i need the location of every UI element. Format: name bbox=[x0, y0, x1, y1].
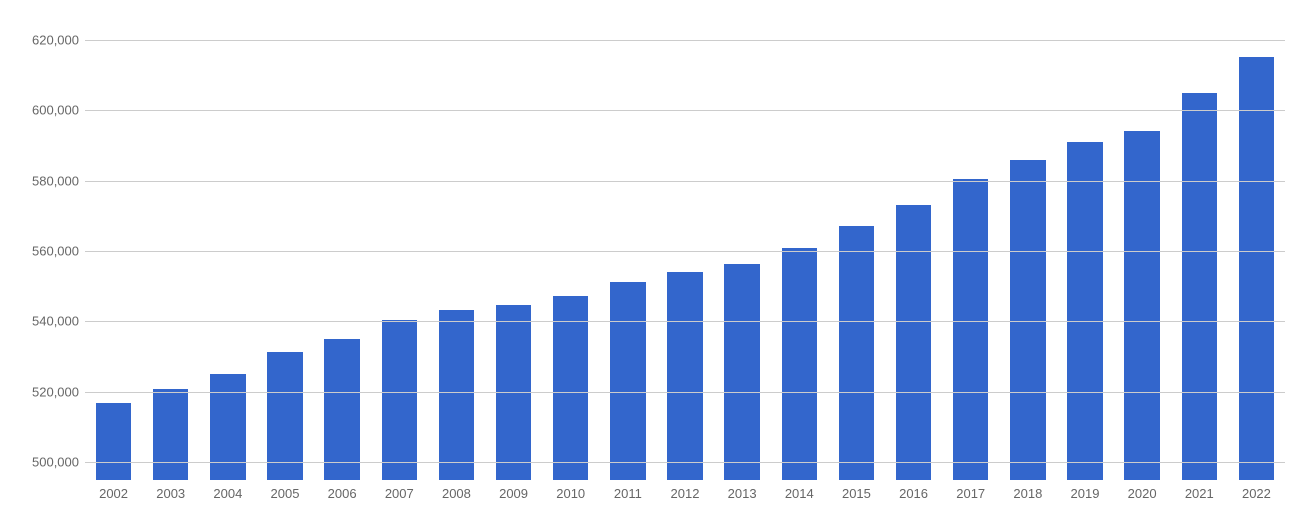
y-tick-label: 560,000 bbox=[32, 244, 85, 259]
plot-area: 500,000520,000540,000560,000580,000600,0… bbox=[85, 15, 1285, 480]
bar-slot bbox=[885, 15, 942, 480]
y-tick-label: 520,000 bbox=[32, 384, 85, 399]
bar bbox=[1010, 160, 1045, 480]
bar bbox=[96, 403, 131, 480]
bar-slot bbox=[1171, 15, 1228, 480]
bar bbox=[267, 352, 302, 480]
x-tick-label: 2002 bbox=[99, 480, 128, 501]
x-tick-label: 2010 bbox=[556, 480, 585, 501]
bar-slot bbox=[942, 15, 999, 480]
x-tick-label: 2017 bbox=[956, 480, 985, 501]
x-tick-label: 2013 bbox=[728, 480, 757, 501]
bar-slot bbox=[656, 15, 713, 480]
bar-chart: 500,000 520,000 540,000 560,000 580,000 600,0… bbox=[0, 0, 1305, 510]
bar-slot bbox=[428, 15, 485, 480]
x-tick-label: 2003 bbox=[156, 480, 185, 501]
gridline bbox=[85, 110, 1285, 111]
bar bbox=[782, 248, 817, 480]
bar-slot bbox=[771, 15, 828, 480]
bar bbox=[1239, 57, 1274, 480]
bar-slot bbox=[828, 15, 885, 480]
x-tick-label: 2005 bbox=[271, 480, 300, 501]
bar bbox=[896, 205, 931, 480]
bar bbox=[839, 226, 874, 480]
x-tick-label: 2008 bbox=[442, 480, 471, 501]
x-tick-label: 2021 bbox=[1185, 480, 1214, 501]
x-tick-label: 2020 bbox=[1128, 480, 1157, 501]
bar bbox=[324, 339, 359, 480]
bar bbox=[610, 282, 645, 480]
bars-layer bbox=[85, 15, 1285, 480]
bar bbox=[1182, 93, 1217, 480]
bar bbox=[1067, 142, 1102, 480]
bar bbox=[553, 296, 588, 480]
bar bbox=[382, 320, 417, 480]
bar-slot bbox=[999, 15, 1056, 480]
x-tick-label: 2015 bbox=[842, 480, 871, 501]
gridline bbox=[85, 392, 1285, 393]
bar-slot bbox=[1228, 15, 1285, 480]
x-tick-label: 2019 bbox=[1071, 480, 1100, 501]
gridline bbox=[85, 462, 1285, 463]
x-tick-label: 2018 bbox=[1013, 480, 1042, 501]
x-tick-label: 2014 bbox=[785, 480, 814, 501]
y-tick-label: 600,000 bbox=[32, 103, 85, 118]
y-tick-label: 580,000 bbox=[32, 173, 85, 188]
bar-slot bbox=[142, 15, 199, 480]
x-tick-label: 2004 bbox=[213, 480, 242, 501]
bar-slot bbox=[314, 15, 371, 480]
bar-slot bbox=[599, 15, 656, 480]
x-tick-label: 2009 bbox=[499, 480, 528, 501]
y-tick-label: 500,000 bbox=[32, 455, 85, 470]
x-tick-label: 2006 bbox=[328, 480, 357, 501]
x-tick-label: 2007 bbox=[385, 480, 414, 501]
bar bbox=[439, 310, 474, 480]
gridline bbox=[85, 321, 1285, 322]
bar-slot bbox=[485, 15, 542, 480]
x-tick-label: 2016 bbox=[899, 480, 928, 501]
bar-slot bbox=[85, 15, 142, 480]
bar bbox=[953, 179, 988, 480]
y-tick-label: 540,000 bbox=[32, 314, 85, 329]
bar-slot bbox=[371, 15, 428, 480]
gridline bbox=[85, 40, 1285, 41]
bar-slot bbox=[1114, 15, 1171, 480]
bar bbox=[724, 264, 759, 480]
bar-slot bbox=[542, 15, 599, 480]
gridline bbox=[85, 181, 1285, 182]
y-tick-label: 620,000 bbox=[32, 32, 85, 47]
bar bbox=[210, 374, 245, 480]
bar-slot bbox=[714, 15, 771, 480]
bar bbox=[153, 389, 188, 480]
x-tick-label: 2012 bbox=[671, 480, 700, 501]
bar-slot bbox=[256, 15, 313, 480]
x-tick-label: 2011 bbox=[614, 480, 642, 501]
gridline bbox=[85, 251, 1285, 252]
bar-slot bbox=[199, 15, 256, 480]
x-tick-label: 2022 bbox=[1242, 480, 1271, 501]
bar bbox=[667, 272, 702, 480]
bar bbox=[1124, 131, 1159, 480]
bar-slot bbox=[1056, 15, 1113, 480]
